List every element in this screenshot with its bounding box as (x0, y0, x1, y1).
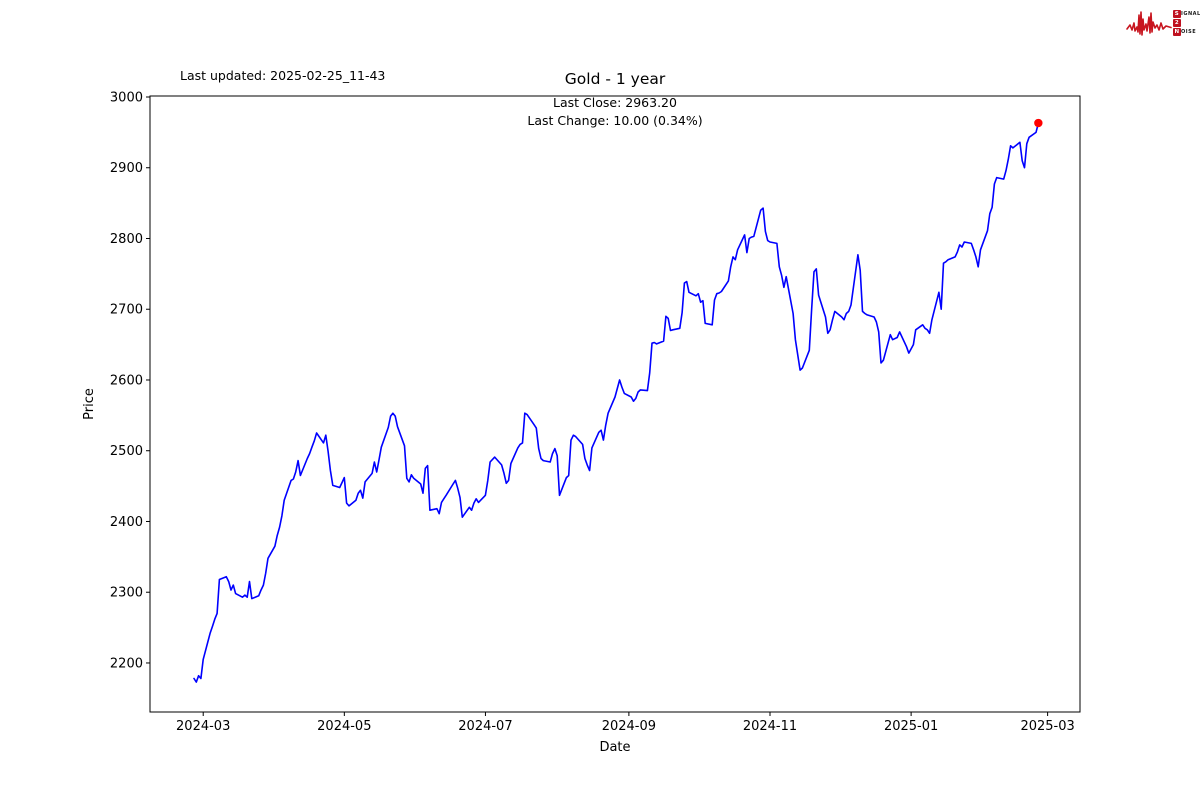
tick-label: 2700 (110, 303, 143, 318)
y-axis-label: Price (82, 388, 97, 420)
logo-text: S IGNAL 2 N OISE (1173, 10, 1200, 36)
last-close-marker (1034, 118, 1043, 128)
tick-label: 2024-05 (317, 719, 371, 734)
logo-rest-oise: OISE (1181, 29, 1197, 35)
logo-rest-ignal: IGNAL (1181, 11, 1200, 17)
plot-border (149, 95, 1081, 713)
tick-label: 2500 (110, 444, 143, 459)
chart-title: Gold - 1 year (564, 70, 666, 88)
logo-row-signal: S IGNAL (1173, 10, 1200, 18)
logo-row-noise: N OISE (1173, 28, 1200, 36)
logo-row-2: 2 (1173, 19, 1200, 27)
tick-label: 2024-03 (176, 719, 230, 734)
tick-label: 2800 (110, 232, 143, 247)
last-updated-text: Last updated: 2025-02-25_11-43 (180, 68, 386, 83)
tick-label: 2025-03 (1020, 719, 1074, 734)
tick-label: 2600 (110, 373, 143, 388)
logo-letterbox-s: S (1173, 10, 1181, 18)
tick-label: 2024-09 (602, 719, 656, 734)
tick-label: 2300 (110, 586, 143, 601)
tick-label: 2200 (110, 656, 143, 671)
last-close-annotation: Last Close: 2963.20 (553, 95, 677, 110)
tick-label: 2900 (110, 161, 143, 176)
logo-letterbox-n: N (1173, 28, 1181, 36)
tick-label: 2024-07 (458, 719, 512, 734)
gold-price-line (193, 122, 1040, 683)
tick-label: 2400 (110, 515, 143, 530)
logo-letterbox-2: 2 (1173, 19, 1181, 27)
signal2noise-logo: S IGNAL 2 N OISE (1126, 8, 1200, 48)
tick-label: 2025-01 (884, 719, 938, 734)
waveform-icon (1126, 11, 1172, 36)
last-change-annotation: Last Change: 10.00 (0.34%) (527, 113, 703, 128)
x-axis-label: Date (599, 740, 630, 755)
tick-label: 2024-11 (743, 719, 797, 734)
tick-label: 3000 (110, 90, 143, 105)
